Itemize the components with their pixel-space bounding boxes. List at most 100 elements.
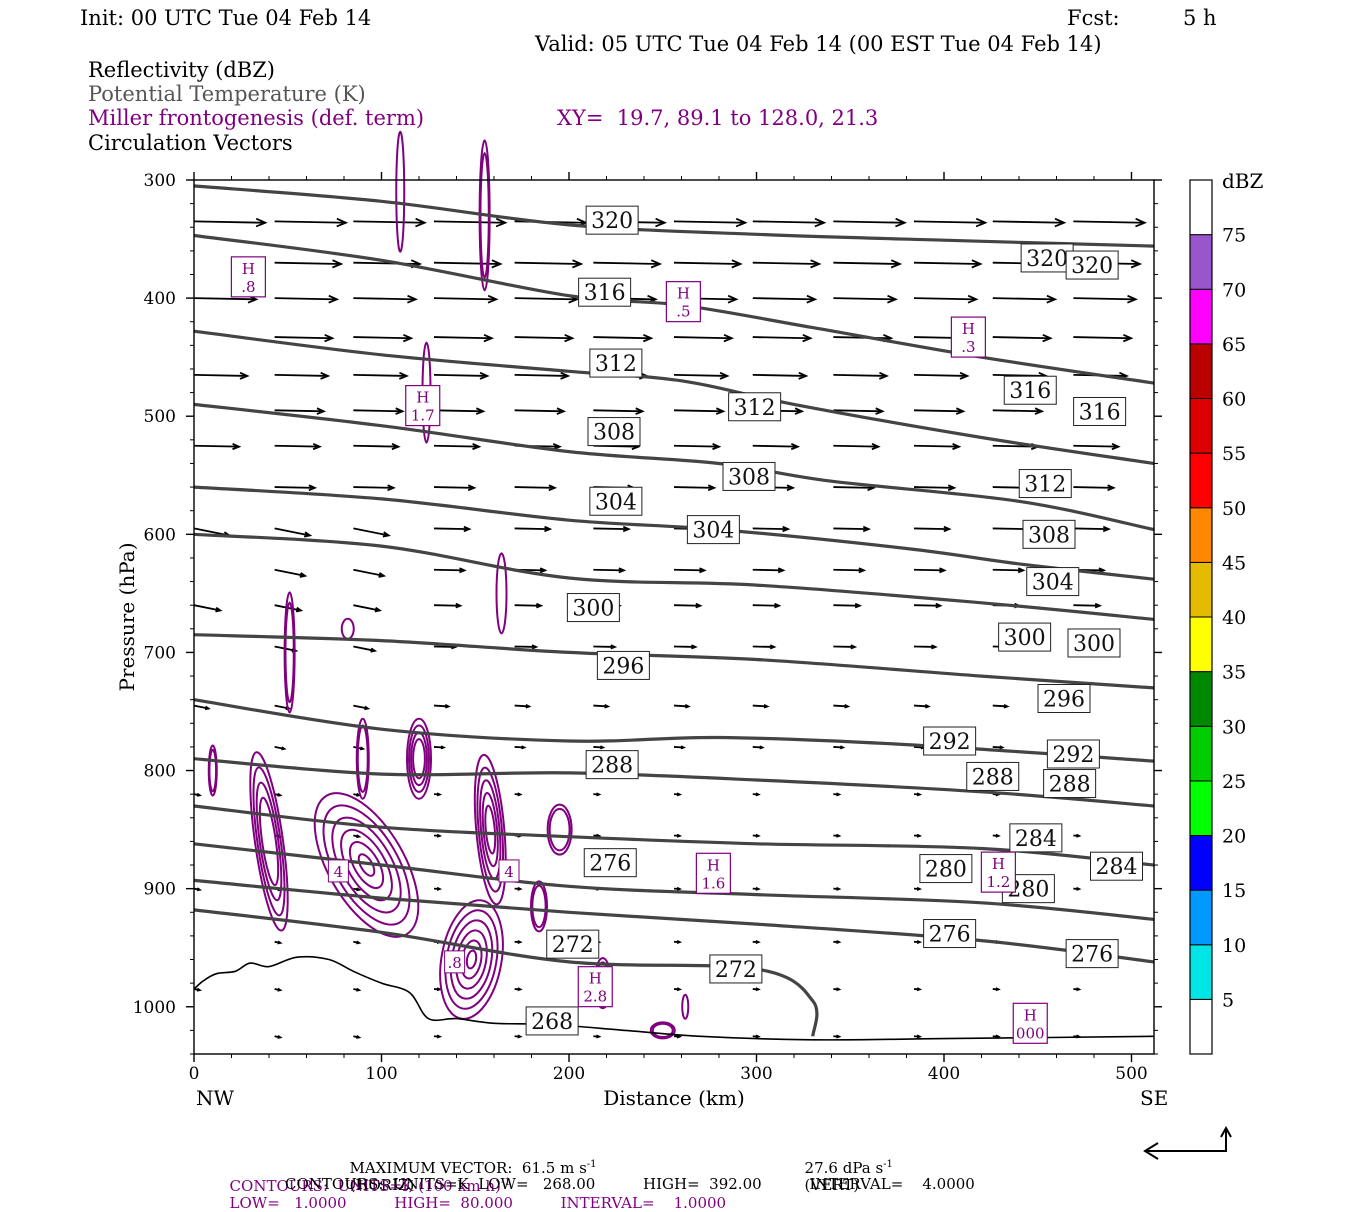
theta-label-box-11: [722, 461, 776, 491]
colorbar-segment-70: [1189, 234, 1213, 290]
axes: 300 400 500 600 700 800 900 1000 0 100 200 300 400 50…: [133, 171, 1162, 1084]
vector-arrow-51: [514, 371, 571, 380]
fronto-core-right-ring-4: [481, 791, 499, 868]
y-tick-label-800: 800: [144, 762, 176, 782]
frontogenesis-contour-exponent: -1: [500, 1177, 511, 1188]
theta-label-14: 304: [692, 519, 734, 544]
fronto-core-bottom-ring-6: [465, 949, 478, 970]
vector-arrow-12: [1073, 217, 1147, 228]
theta-label-box-6: [1073, 396, 1127, 426]
theta-contour-296: [193, 633, 1155, 690]
fronto-surface-b-ring-1: [649, 1021, 676, 1040]
vector-arrow-143: [514, 704, 532, 709]
theta-contour-272: [193, 908, 819, 1037]
vector-arrow-222: [433, 1034, 443, 1039]
vert-vector-tag: (VERT): [804, 1176, 860, 1194]
vector-arrow-160: [992, 745, 1005, 750]
vector-arrow-228: [913, 1034, 923, 1039]
legend-reflectivity: Reflectivity (dBZ): [88, 58, 276, 82]
vector-arrow-133: [673, 644, 698, 650]
theta-contour-284: [193, 804, 1155, 867]
theta-label-box-16: [566, 593, 620, 623]
vector-arrow-34: [992, 294, 1058, 304]
theta-label-box-26: [1009, 823, 1063, 853]
colorbar-unit: dBZ: [1222, 169, 1264, 193]
vector-arrow-124: [833, 602, 862, 609]
vector-arrow-61: [433, 407, 486, 415]
vector-arrow-144: [593, 704, 611, 709]
y-tick-label-500: 500: [144, 407, 176, 427]
fronto-right-small-ring-2: [531, 884, 547, 929]
vector-arrow-104: [1073, 525, 1111, 533]
theta-label-15: 304: [1032, 571, 1074, 596]
cross-section-coordinates: XY= 19.7, 89.1 to 128.0, 21.3: [557, 106, 879, 130]
colorbar-segment-15: [1189, 835, 1213, 891]
vector-arrow-53: [673, 371, 730, 380]
x-tick-label-500: 500: [1115, 1064, 1147, 1084]
vector-arrow-225: [673, 1034, 683, 1039]
theta-label-2: 320: [1026, 247, 1068, 272]
vector-arrow-119: [433, 602, 463, 609]
vector-arrow-97: [514, 525, 553, 533]
theta-label-box-2: [1020, 243, 1074, 273]
vector-arrow-107: [433, 567, 467, 574]
vector-arrow-141: [353, 704, 371, 711]
vector-arrow-171: [913, 792, 923, 797]
max-vector-horiz-tag: (HORIZ): [349, 1176, 415, 1194]
fronto-max-box-4: [405, 384, 441, 427]
vector-arrow-72: [353, 442, 401, 451]
vector-arrow-166: [514, 792, 523, 797]
fronto-core-upper-ring-2: [408, 724, 430, 793]
vector-arrow-193: [833, 886, 842, 891]
theta-label-12: 308: [1028, 523, 1070, 548]
theta-label-23: 288: [591, 754, 633, 779]
fronto-max-value-2: .5: [676, 303, 690, 321]
theta-label-33: 272: [552, 933, 594, 958]
fronto-contour-label-box-9: [327, 859, 349, 883]
fronto-edge-b-ring-1: [546, 803, 573, 856]
vector-arrow-139: [193, 704, 211, 711]
theta-label-box-18: [1067, 628, 1121, 658]
fronto-max-box-2: [665, 281, 701, 323]
footer-vert-vector: 27.6 dPa s-1 (VERT): [795, 1139, 893, 1194]
vector-arrow-46: [1073, 333, 1134, 343]
vector-arrow-223: [514, 1034, 523, 1039]
vector-arrow-208: [193, 987, 203, 992]
vector-arrow-214: [673, 987, 683, 992]
vector-arrow-221: [353, 1035, 362, 1039]
fronto-contour-label-box-10: [498, 859, 520, 883]
theta-label-box-1: [585, 205, 639, 235]
theta-label-box-22: [1046, 739, 1100, 769]
fronto-max-value-6: 1.2: [986, 873, 1010, 891]
vector-arrow-110: [673, 567, 707, 574]
fronto-core-left-ring-6: [357, 853, 376, 877]
y-tick-label-1000: 1000: [133, 998, 176, 1018]
theta-label-box-32: [1065, 939, 1119, 969]
theta-label-box-13: [589, 486, 643, 516]
fronto-core-upper-ring-4: [412, 738, 426, 780]
fronto-left-band-ring-4: [258, 796, 280, 887]
vector-arrow-216: [833, 987, 842, 992]
x-tick-label-200: 200: [553, 1064, 585, 1084]
fronto-max-box-1: [230, 256, 266, 298]
fronto-max-value-8: 000: [1016, 1024, 1045, 1042]
fronto-max-marker-6: H: [992, 855, 1005, 873]
reflectivity-colorbar: 5 10 15 20 25 30 35 40 45 50 55 60 65 70 75: [1189, 179, 1246, 1055]
vector-arrow-90: [913, 484, 957, 492]
fronto-max-value-1: .8: [241, 278, 255, 296]
vector-arrow-84: [433, 484, 477, 492]
vector-arrow-59: [274, 407, 327, 415]
vector-arrow-146: [752, 704, 770, 709]
vector-arrow-179: [673, 833, 683, 838]
vector-arrow-118: [353, 604, 382, 613]
theta-label-34: 272: [715, 958, 757, 983]
vector-arrow-176: [433, 833, 443, 838]
theta-label-box-12: [1022, 519, 1076, 549]
colorbar-label-75: 75: [1222, 225, 1246, 247]
vector-arrow-85: [514, 484, 558, 492]
vector-arrow-56: [913, 371, 970, 380]
vector-arrow-215: [752, 987, 761, 992]
theta-label-28: 280: [925, 858, 967, 883]
fronto-max-marker-2: H: [677, 285, 690, 303]
x-tick-label-0: 0: [189, 1064, 200, 1084]
